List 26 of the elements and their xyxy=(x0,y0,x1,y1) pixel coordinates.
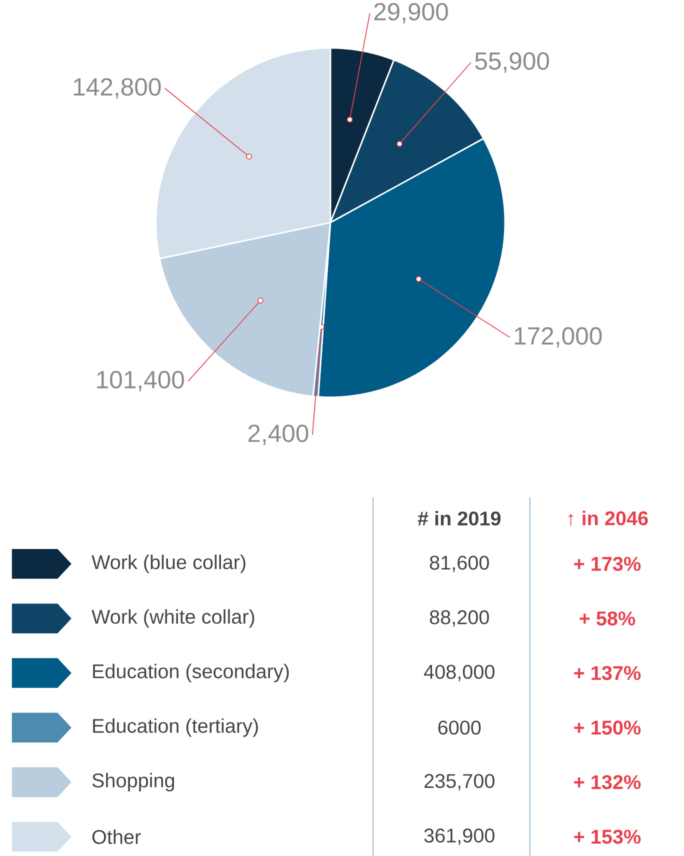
text: + 153% xyxy=(574,830,641,844)
data-label: 29,900 xyxy=(374,2,448,24)
text: + 137% xyxy=(574,666,641,680)
text: 88,200 xyxy=(430,610,490,627)
data-label: 142,800 xyxy=(74,78,161,99)
text: 361,900 xyxy=(424,828,495,845)
text: 81,600 xyxy=(430,556,490,572)
legend-label: Work (white collar) xyxy=(92,609,254,628)
legend-label: Shopping xyxy=(92,772,174,792)
text: ↑ in 2046 xyxy=(568,510,648,526)
text: 408,000 xyxy=(424,664,495,682)
text: + 58% xyxy=(580,611,636,626)
legend-label: Work (blue collar) xyxy=(92,554,246,574)
text: + 173% xyxy=(574,556,641,571)
legend-label: Other xyxy=(92,829,141,844)
text: 235,700 xyxy=(424,774,495,790)
legend-label: Education (secondary) xyxy=(93,664,289,682)
data-label: 55,900 xyxy=(475,52,550,73)
text: + 132% xyxy=(574,775,641,790)
text: + 150% xyxy=(574,720,641,735)
data-label: 2,400 xyxy=(248,424,308,446)
data-label: 172,000 xyxy=(515,327,602,348)
legend-label: Education (tertiary) xyxy=(93,718,258,737)
data-label: 101,400 xyxy=(97,370,184,392)
text: 6000 xyxy=(438,720,481,735)
text: # in 2019 xyxy=(418,510,501,526)
